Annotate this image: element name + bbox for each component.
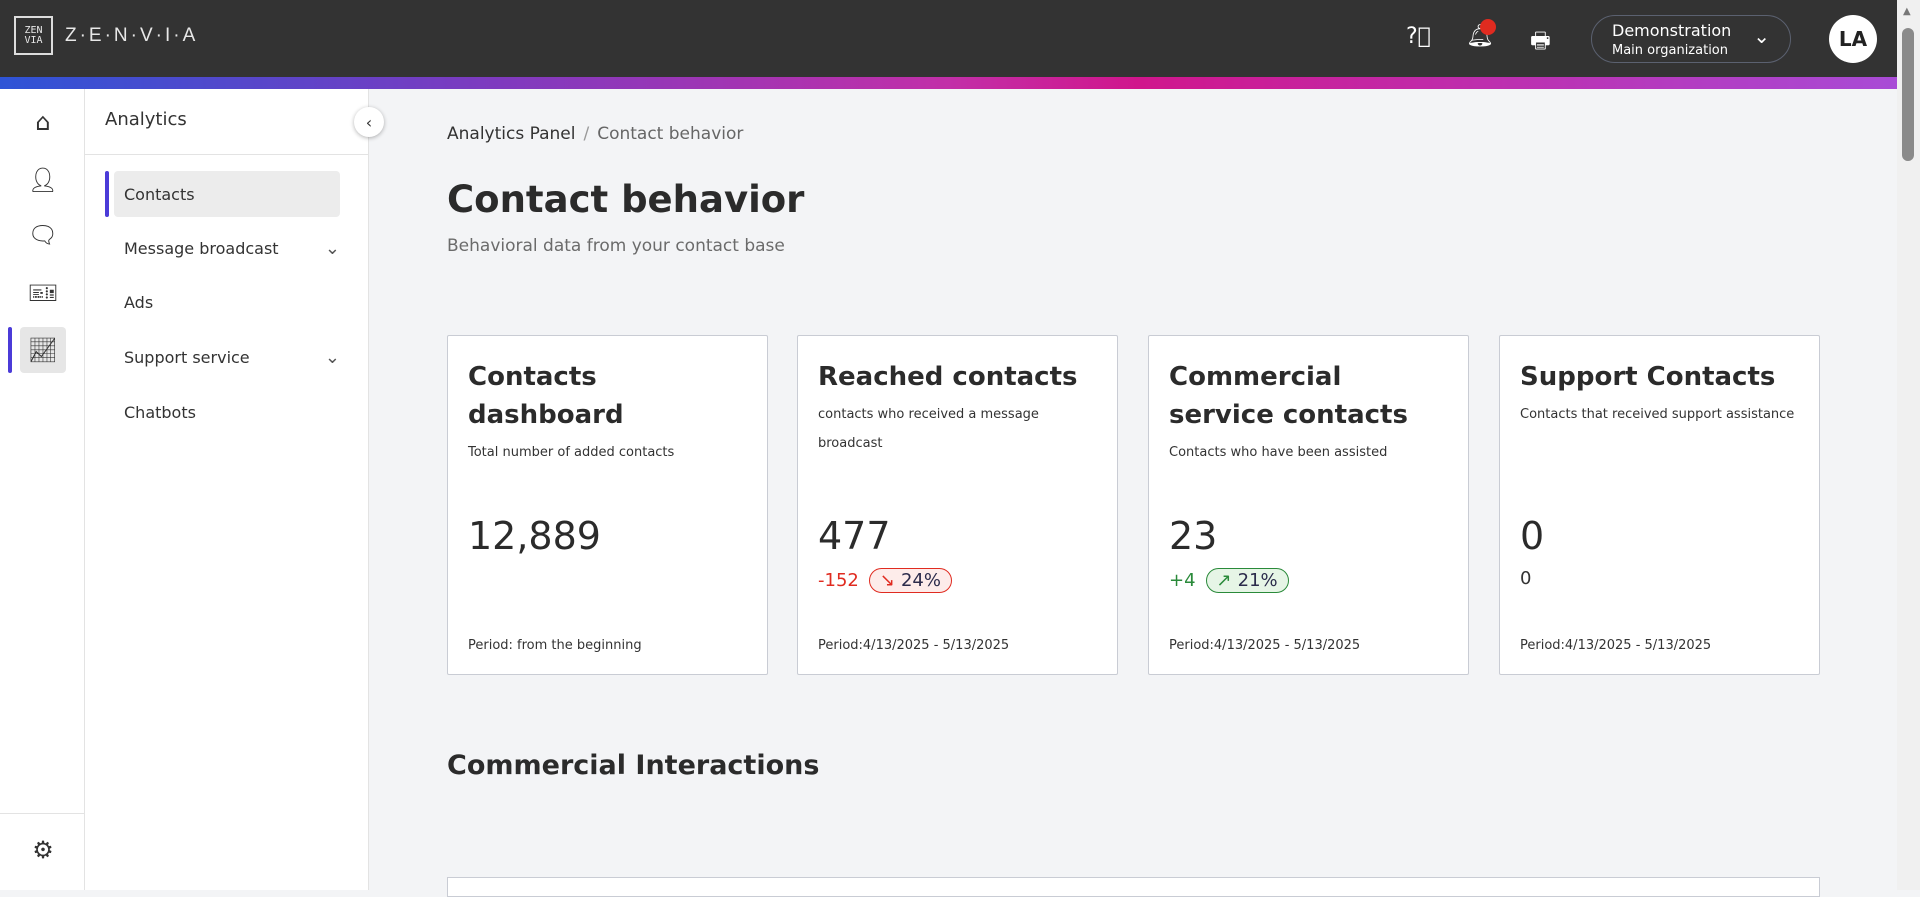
- analytics-subnav: Analytics ‹ Contacts Message broadcast ⌄ …: [85, 89, 384, 890]
- trend-badge: ↗ 21%: [1205, 568, 1289, 593]
- arrow-up-right-icon: ↗: [1216, 570, 1232, 591]
- zenvia-logo[interactable]: ZEN VIA Z·E·N·V·I·A: [14, 16, 198, 55]
- card-contacts-dashboard: Contacts dashboard Total number of added…: [447, 335, 768, 675]
- card-value: 23: [1169, 514, 1218, 558]
- page-subtitle: Behavioral data from your contact base: [447, 236, 785, 256]
- icon-rail: ⌂ 👤︎ 🗨︎ 🎫︎ 📈︎ ⚙: [0, 89, 85, 890]
- home-icon[interactable]: ⌂: [35, 108, 51, 136]
- card-title: Commercial service contacts: [1169, 362, 1408, 430]
- commercial-interactions-card: [447, 877, 1820, 897]
- subnav-title: Analytics: [105, 109, 187, 130]
- card-title: Reached contacts: [818, 362, 1078, 392]
- trend-badge: ↘ 24%: [868, 568, 952, 593]
- gear-icon[interactable]: ⚙: [32, 836, 54, 864]
- org-sub: Main organization: [1612, 43, 1728, 58]
- card-title: Support Contacts: [1520, 362, 1776, 392]
- trend-pct: 21%: [1237, 570, 1278, 591]
- card-desc: Total number of added contacts: [468, 445, 675, 460]
- user-icon[interactable]: 👤︎: [27, 166, 59, 194]
- subnav-item-chatbots[interactable]: Chatbots: [114, 389, 340, 435]
- card-period: Period:4/13/2025 - 5/13/2025: [1169, 638, 1361, 653]
- chevron-left-icon: ‹: [365, 112, 373, 132]
- org-name: Demonstration: [1612, 21, 1732, 40]
- card-period: Period:4/13/2025 - 5/13/2025: [818, 638, 1010, 653]
- breadcrumb-separator: /: [583, 124, 590, 144]
- card-reached-contacts: Reached contacts contacts who received a…: [797, 335, 1118, 675]
- gradient-bar: [0, 77, 1897, 89]
- collapse-button[interactable]: ‹: [354, 107, 384, 137]
- arrow-down-right-icon: ↘: [879, 570, 895, 591]
- scrollbar[interactable]: ▲: [1897, 0, 1920, 890]
- logo-mark: ZEN VIA: [14, 16, 53, 55]
- card-value: 12,889: [468, 514, 601, 558]
- ticket-icon[interactable]: 🎫︎: [27, 279, 59, 307]
- chat-icon[interactable]: 🗨︎: [27, 221, 59, 249]
- card-delta: -152: [818, 570, 859, 591]
- breadcrumb-current: Contact behavior: [597, 124, 744, 144]
- brand-name: Z·E·N·V·I·A: [65, 24, 199, 46]
- card-value: 477: [818, 514, 891, 558]
- trend-pct: 24%: [900, 570, 941, 591]
- chevron-down-icon: ⌄: [1753, 24, 1770, 48]
- subnav-item-message-broadcast[interactable]: Message broadcast ⌄: [114, 225, 340, 271]
- card-title: Contacts dashboard: [468, 362, 624, 430]
- divider: [0, 813, 85, 814]
- card-desc: Contacts that received support assistanc…: [1520, 407, 1795, 422]
- card-commercial-service-contacts: Commercial service contacts Contacts who…: [1148, 335, 1469, 675]
- item-label: Support service: [124, 347, 250, 367]
- subnav-item-support-service[interactable]: Support service ⌄: [114, 334, 340, 380]
- chevron-down-icon: ⌄: [324, 237, 340, 259]
- breadcrumb: Analytics Panel / Contact behavior: [447, 124, 743, 144]
- organization-selector[interactable]: Demonstration Main organization ⌄: [1591, 15, 1791, 63]
- avatar[interactable]: LA: [1829, 15, 1877, 63]
- breadcrumb-parent[interactable]: Analytics Panel: [447, 124, 576, 144]
- top-bar: ZEN VIA Z·E·N·V·I·A ?⃝ 🔔︎ 🖶 Demonstration…: [0, 0, 1897, 77]
- card-desc: contacts who received a message broadcas…: [818, 407, 1039, 451]
- card-delta: +4: [1169, 570, 1196, 591]
- subnav-item-ads[interactable]: Ads: [114, 279, 340, 325]
- page-title: Contact behavior: [447, 178, 805, 221]
- analytics-icon[interactable]: 📈︎: [8, 327, 66, 373]
- printer-icon[interactable]: 🖶: [1530, 29, 1551, 54]
- divider: [85, 154, 369, 155]
- notification-badge: [1480, 19, 1496, 35]
- subnav-item-contacts[interactable]: Contacts: [105, 171, 340, 217]
- card-support-contacts: Support Contacts Contacts that received …: [1499, 335, 1820, 675]
- card-value: 0: [1520, 514, 1545, 558]
- card-period: Period: from the beginning: [468, 638, 642, 653]
- scrollbar-thumb[interactable]: [1902, 28, 1914, 161]
- item-label: Ads: [124, 292, 154, 312]
- item-label: Message broadcast: [124, 238, 279, 258]
- item-label: Contacts: [124, 184, 195, 204]
- section-title: Commercial Interactions: [447, 750, 820, 781]
- card-delta: 0: [1520, 568, 1532, 589]
- scroll-up-icon[interactable]: ▲: [1903, 6, 1911, 17]
- card-desc: Contacts who have been assisted: [1169, 445, 1388, 460]
- card-period: Period:4/13/2025 - 5/13/2025: [1520, 638, 1712, 653]
- help-icon[interactable]: ?⃝: [1406, 24, 1431, 49]
- chevron-down-icon: ⌄: [324, 346, 340, 368]
- item-label: Chatbots: [124, 402, 196, 422]
